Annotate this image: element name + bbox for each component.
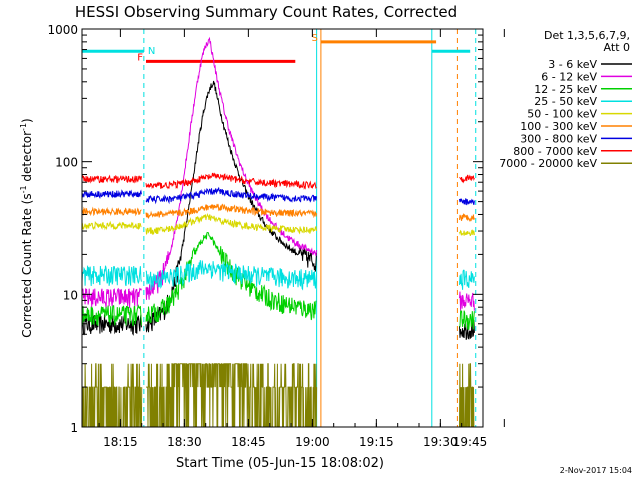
x-tick-label: 19:45 <box>453 435 488 449</box>
series-line <box>459 309 475 330</box>
series-line <box>81 265 142 287</box>
series-line <box>145 36 317 300</box>
y-axis-label: Corrected Count Rate (s-1 detector-1) <box>19 118 34 337</box>
series-300-800keV <box>81 186 475 206</box>
legend-entry-label: 100 - 300 keV <box>520 120 597 133</box>
x-tick-label: 18:45 <box>231 435 266 449</box>
y-axis-label-mid: detector <box>20 131 34 186</box>
legend-entry-label: 800 - 7000 keV <box>513 145 597 158</box>
footer-date: 2-Nov-2017 15:04 <box>560 466 632 475</box>
series-line <box>81 174 142 184</box>
series-line <box>145 172 317 190</box>
series-25-50keV <box>81 260 475 291</box>
series-line <box>81 287 142 309</box>
series-line <box>145 203 317 220</box>
y-axis-label-sup1: -1 <box>19 185 28 193</box>
legend-entry-label: 50 - 100 keV <box>527 108 597 121</box>
x-tick-label: 19:00 <box>295 435 330 449</box>
series-50-100keV <box>81 213 475 237</box>
x-tick-label: 19:30 <box>423 435 458 449</box>
y-axis-label-sup2: -1 <box>19 123 28 131</box>
series-line <box>459 269 475 290</box>
series-line <box>145 213 317 236</box>
flag-label: N <box>148 46 155 57</box>
series-100-300keV <box>81 203 475 222</box>
flag-label: F <box>137 52 143 63</box>
x-tick-label: 18:30 <box>167 435 202 449</box>
y-axis: 1 10 100 1000 <box>47 23 483 435</box>
series-line <box>81 313 142 336</box>
series-7000-20000keV <box>81 363 475 428</box>
series-800-7000keV <box>81 172 475 190</box>
flag-label: S <box>312 33 318 44</box>
series-line <box>459 174 475 184</box>
x-axis-label: Start Time (05-Jun-15 18:08:02) <box>176 456 384 471</box>
series-line <box>81 220 142 231</box>
series-line <box>81 189 142 199</box>
y-tick-label: 1000 <box>47 23 78 37</box>
y-tick-label: 10 <box>63 288 78 302</box>
legend-entry-label: 12 - 25 keV <box>534 83 597 96</box>
legend-header-line-1: Det 1,3,5,6,7,9, <box>544 29 630 42</box>
legend-entry-label: 6 - 12 keV <box>541 70 597 83</box>
legend-entry-label: 300 - 800 keV <box>520 132 597 145</box>
series-line <box>81 363 143 428</box>
series-line <box>145 80 317 333</box>
series-line <box>145 186 317 205</box>
series-line <box>146 363 318 428</box>
series-6-12keV <box>81 36 475 311</box>
series-line <box>459 229 475 237</box>
legend-entry-label: 7000 - 20000 keV <box>499 157 597 170</box>
series-line <box>459 198 475 206</box>
series-line <box>459 212 475 222</box>
series-line <box>145 260 317 291</box>
series-line <box>459 363 475 428</box>
series-line <box>81 206 142 217</box>
chart-title: HESSI Observing Summary Count Rates, Cor… <box>75 3 457 21</box>
x-tick-label: 19:15 <box>359 435 394 449</box>
legend-header-line-2: Att 0 <box>604 41 630 54</box>
series-line <box>81 304 142 327</box>
x-tick-label: 18:15 <box>103 435 138 449</box>
y-axis-label-main: Corrected Count Rate (s <box>20 193 34 337</box>
legend-entry-label: 3 - 6 keV <box>548 58 597 71</box>
y-tick-label: 1 <box>70 421 78 435</box>
series-line <box>459 291 475 311</box>
plot-frame <box>81 28 484 428</box>
y-axis-label-end: ) <box>20 118 34 123</box>
y-tick-label: 100 <box>55 156 78 170</box>
plot-area: NF S <box>81 29 477 428</box>
legend-entry-label: 25 - 50 keV <box>534 95 597 108</box>
